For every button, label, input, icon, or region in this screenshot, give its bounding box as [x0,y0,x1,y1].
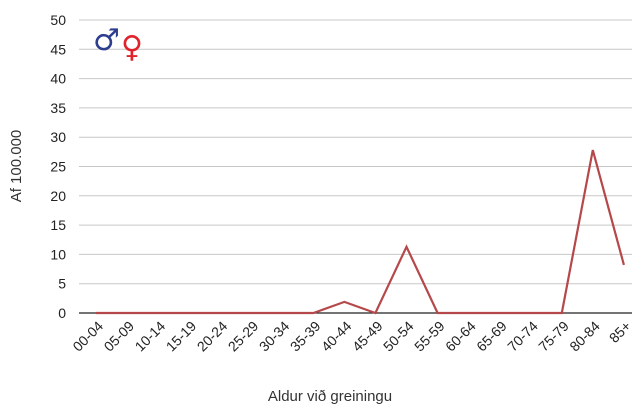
y-tick-label: 20 [50,188,66,204]
x-tick-labels: 00-0405-0910-1415-1920-2425-2930-3435-39… [69,318,633,355]
y-tick-label: 5 [58,276,66,292]
y-tick-label: 45 [50,41,66,57]
series-line [96,149,625,315]
x-tick-label: 10-14 [132,318,169,355]
x-tick-label: 05-09 [101,318,138,355]
y-tick-label: 40 [50,71,66,87]
x-tick-label: 45-49 [349,318,386,355]
x-tick-label: 70-74 [504,318,541,355]
x-tick-label: 80-84 [566,318,603,355]
x-tick-label: 75-79 [535,318,572,355]
x-tick-label: 50-54 [380,318,417,355]
male-symbol-icon: ♂ [93,23,120,58]
x-tick-label: 60-64 [442,318,479,355]
x-tick-label: 30-34 [256,318,293,355]
x-tick-label: 25-29 [225,318,262,355]
y-tick-labels: 0 5 10 15 20 25 30 35 40 45 50 [50,12,66,321]
x-axis-title: Aldur við greiningu [268,388,392,405]
y-tick-label: 30 [50,129,66,145]
x-tick-label: 40-44 [318,318,355,355]
y-tick-label: 0 [58,305,66,321]
x-tick-label: 55-59 [411,318,448,355]
y-tick-label: 50 [50,12,66,28]
x-tick-label: 85+ [606,318,634,346]
y-tick-label: 15 [50,217,66,233]
series-group [96,149,625,315]
female-symbol-icon: ♀ [121,30,143,65]
x-tick-label: 15-19 [163,318,200,355]
y-tick-label: 10 [50,246,66,262]
y-tick-label: 25 [50,159,66,175]
gridlines [79,19,632,285]
y-axis-title: Af 100.000 [8,130,25,203]
x-tick-label: 65-69 [473,318,510,355]
x-tick-label: 35-39 [287,318,324,355]
x-tick-label: 20-24 [194,318,231,355]
x-tick-label: 00-04 [69,318,106,355]
y-tick-label: 35 [50,100,66,116]
